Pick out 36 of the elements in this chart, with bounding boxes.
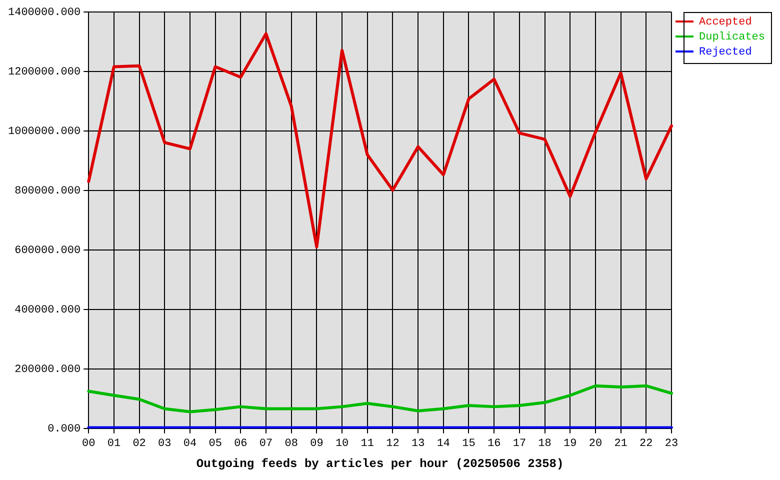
legend-label: Accepted xyxy=(698,16,752,28)
x-tick-label: 22 xyxy=(640,438,653,450)
x-tick-label: 00 xyxy=(82,438,96,450)
x-tick-label: 13 xyxy=(411,438,425,450)
y-tick-label: 400000.000 xyxy=(14,304,81,316)
x-tick-label: 18 xyxy=(538,438,552,450)
x-tick-label: 14 xyxy=(436,438,450,450)
x-tick-label: 01 xyxy=(107,438,121,450)
x-tick-label: 23 xyxy=(664,438,678,450)
x-tick-label: 05 xyxy=(208,438,222,450)
legend-label: Rejected xyxy=(698,46,752,58)
x-axis-title: Outgoing feeds by articles per hour (20250506 2358) xyxy=(196,456,564,471)
y-tick-label: 1200000.000 xyxy=(8,66,81,78)
x-tick-label: 03 xyxy=(158,438,172,450)
legend-label: Duplicates xyxy=(698,31,766,44)
y-tick-label: 1000000.000 xyxy=(8,126,81,138)
y-tick-label: 0.000 xyxy=(48,423,81,436)
x-tick-label: 02 xyxy=(132,438,146,450)
y-tick-label: 600000.000 xyxy=(14,244,81,257)
x-tick-label: 09 xyxy=(310,438,324,450)
y-tick-label: 1400000.000 xyxy=(8,6,81,19)
x-tick-label: 07 xyxy=(259,438,273,450)
x-tick-label: 16 xyxy=(487,438,501,450)
x-tick-label: 12 xyxy=(386,438,400,450)
x-tick-label: 06 xyxy=(234,438,248,450)
x-tick-label: 10 xyxy=(335,438,349,450)
x-tick-label: 11 xyxy=(360,438,374,450)
x-tick-label: 15 xyxy=(462,438,476,450)
y-tick-label: 200000.000 xyxy=(14,364,81,376)
x-tick-label: 04 xyxy=(183,438,197,450)
x-tick-label: 20 xyxy=(588,438,602,450)
x-tick-label: 17 xyxy=(512,438,526,450)
y-tick-label: 800000.000 xyxy=(14,185,81,198)
x-tick-label: 08 xyxy=(284,438,298,450)
x-tick-label: 21 xyxy=(614,438,628,450)
x-tick-label: 19 xyxy=(564,438,577,450)
